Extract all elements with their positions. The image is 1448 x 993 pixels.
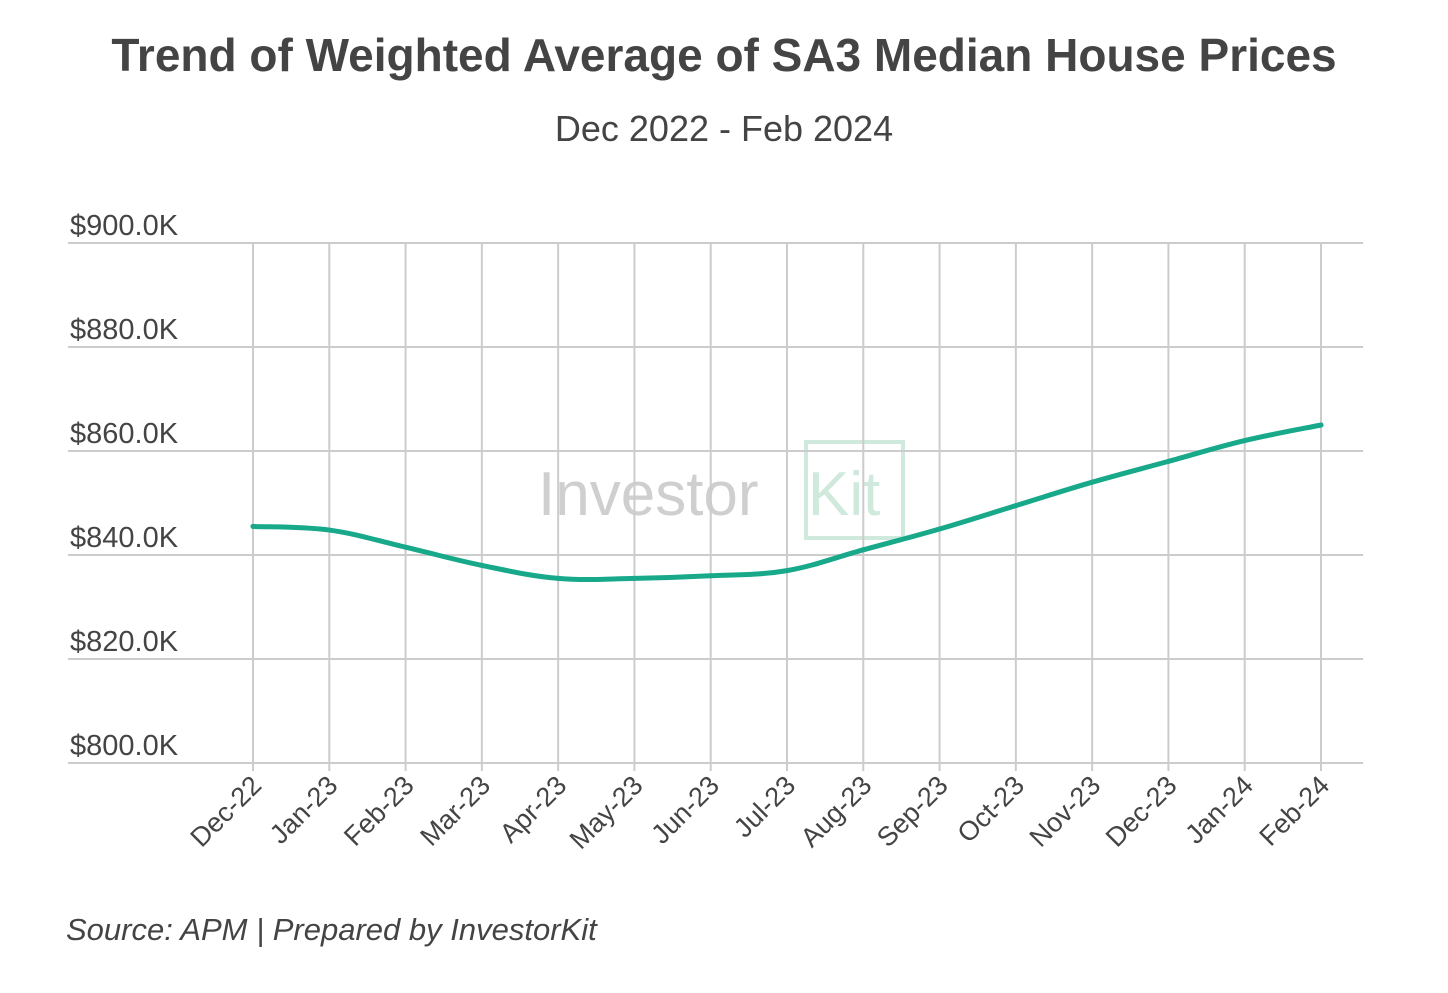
data-point-aug-23 [860, 547, 866, 553]
series-points [250, 422, 1324, 581]
data-point-nov-23 [1089, 479, 1095, 485]
x-axis-labels: Dec-22Jan-23Feb-23Mar-23Apr-23May-23Jun-… [184, 770, 1335, 855]
data-point-dec-23 [1165, 458, 1171, 464]
x-tick-label: Jul-23 [728, 770, 801, 843]
data-point-sep-23 [937, 526, 943, 532]
data-point-dec-22 [250, 523, 256, 529]
chart-subtitle: Dec 2022 - Feb 2024 [554, 108, 894, 149]
x-tick-label: Jan-24 [1179, 770, 1259, 850]
data-point-feb-23 [403, 544, 409, 550]
data-point-jan-24 [1242, 438, 1248, 444]
data-point-jul-23 [784, 568, 790, 574]
watermark-brand-left: Investor [538, 460, 759, 529]
x-tick-label: Oct-23 [952, 770, 1031, 849]
y-gridlines [68, 242, 1363, 764]
x-tick-label: Jun-23 [645, 770, 725, 850]
x-tick-label: Sep-23 [871, 770, 954, 853]
y-tick-label: $900.0K [70, 210, 179, 242]
x-tick-label: Feb-23 [338, 770, 420, 852]
y-tick-label: $860.0K [70, 418, 179, 450]
chart-title: Trend of Weighted Average of SA3 Median … [111, 29, 1337, 81]
x-tick-label: Aug-23 [795, 770, 878, 853]
x-tick-label: Mar-23 [414, 770, 496, 852]
x-tick-label: Apr-23 [494, 770, 573, 849]
investorkit-watermark: Investor Kit [538, 440, 905, 540]
data-point-mar-23 [479, 562, 485, 568]
x-tick-label: May-23 [564, 770, 649, 855]
x-tick-label: Dec-23 [1100, 770, 1183, 853]
data-point-feb-24 [1318, 422, 1324, 428]
x-tick-label: Dec-22 [184, 770, 267, 853]
x-tick-label: Feb-24 [1254, 770, 1336, 852]
x-tick-label: Jan-23 [264, 770, 344, 850]
y-tick-label: $820.0K [70, 626, 179, 658]
y-tick-label: $800.0K [70, 730, 179, 762]
y-tick-label: $840.0K [70, 522, 179, 554]
y-axis-labels: $800.0K $820.0K $840.0K $860.0K $880.0K $900.… [70, 210, 179, 762]
y-tick-label: $880.0K [70, 314, 179, 346]
data-point-jun-23 [708, 573, 714, 579]
data-point-apr-23 [555, 575, 561, 581]
x-tick-label: Nov-23 [1024, 770, 1107, 853]
data-point-jan-23 [326, 527, 332, 533]
x-gridlines [252, 243, 1322, 771]
source-note: Source: APM | Prepared by InvestorKit [66, 912, 597, 947]
watermark-box [804, 440, 905, 540]
data-point-oct-23 [1013, 503, 1019, 509]
data-point-may-23 [631, 575, 637, 581]
watermark-brand-right: Kit [808, 460, 880, 529]
